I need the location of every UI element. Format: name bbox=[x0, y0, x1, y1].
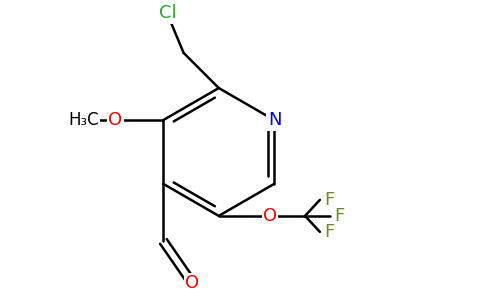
Text: N: N bbox=[268, 111, 282, 129]
Text: O: O bbox=[263, 207, 277, 225]
Text: F: F bbox=[334, 207, 344, 225]
Text: H₃C: H₃C bbox=[69, 111, 100, 129]
Text: F: F bbox=[324, 223, 334, 241]
Text: F: F bbox=[324, 191, 334, 209]
Text: Cl: Cl bbox=[159, 4, 177, 22]
Text: O: O bbox=[185, 274, 199, 292]
Text: O: O bbox=[108, 111, 122, 129]
